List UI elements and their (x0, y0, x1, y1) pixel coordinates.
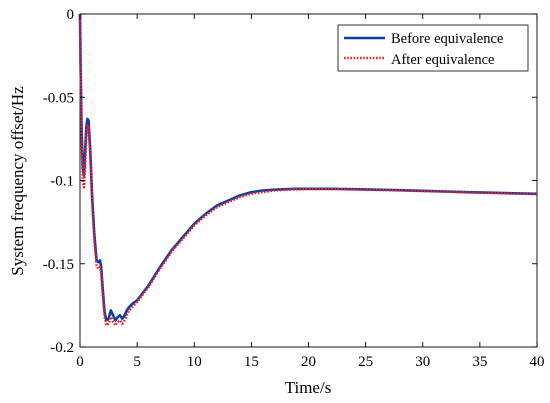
x-tick-label: 20 (301, 354, 316, 370)
y-tick-label: -0.1 (50, 174, 74, 190)
x-tick-label: 5 (133, 354, 141, 370)
y-tick-label: -0.2 (50, 340, 74, 356)
series-line-before-equivalence (78, 13, 538, 322)
x-axis-label: Time/s (285, 378, 332, 397)
y-tick-label: -0.05 (43, 90, 74, 106)
series-layer (78, 13, 538, 327)
y-tick-label: -0.15 (43, 257, 74, 273)
x-tick-label: 35 (472, 354, 487, 370)
legend-box (337, 24, 529, 72)
legend-label-before: Before equivalence (391, 31, 503, 47)
x-tick-label: 15 (244, 354, 259, 370)
x-tick-label: 0 (76, 354, 84, 370)
y-tick-label: 0 (67, 7, 75, 23)
ticks-layer: 0 5 10 15 20 25 30 35 40 0 -0.05 -0.1 -0.15 -0.2 (43, 7, 545, 370)
y-axis-label: System frequency offset/Hz (8, 86, 27, 276)
legend-label-after: After equivalence (391, 52, 494, 68)
x-tick-label: 30 (415, 354, 430, 370)
x-tick-label: 10 (187, 354, 202, 370)
legend: Before equivalence After equivalence (337, 24, 529, 72)
x-tick-label: 25 (358, 354, 373, 370)
x-tick-label: 40 (530, 354, 545, 370)
